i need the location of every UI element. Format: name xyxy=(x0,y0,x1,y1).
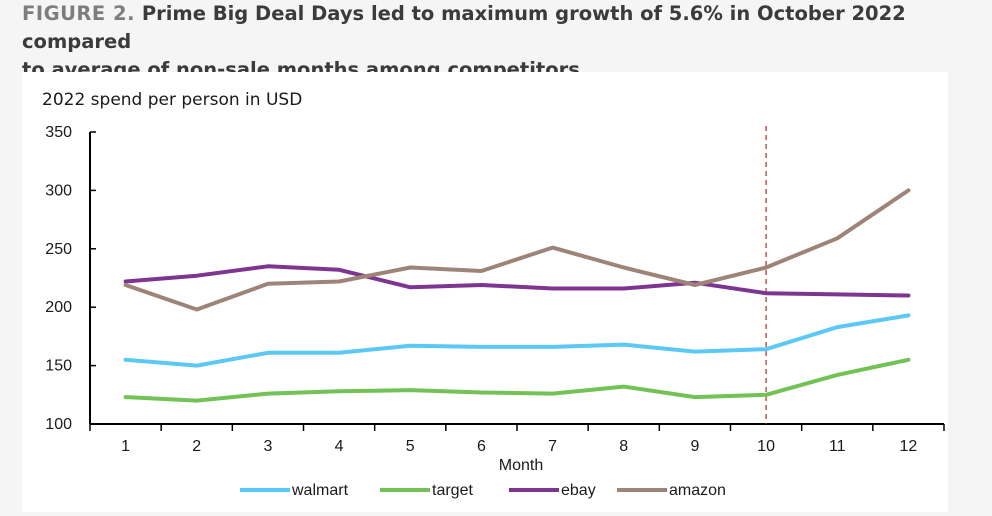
figure-label: FIGURE 2. xyxy=(22,2,136,25)
series-line-ebay xyxy=(123,264,911,298)
chart-panel: 2022 spend per person in USD 100 150 200 25… xyxy=(22,72,948,512)
x-tick-label: 8 xyxy=(619,438,628,455)
series-line-walmart xyxy=(123,313,911,368)
x-tick-label: 12 xyxy=(900,438,918,455)
x-tick-label: 7 xyxy=(548,438,557,455)
x-tick-label: 2 xyxy=(192,438,201,455)
legend-label-amazon: amazon xyxy=(669,482,726,499)
x-tick-label: 5 xyxy=(406,438,415,455)
legend-label-walmart: walmart xyxy=(291,482,349,499)
x-tick-label: 11 xyxy=(829,438,846,455)
series-line-amazon xyxy=(123,188,911,312)
y-tick-label: 200 xyxy=(45,299,72,316)
series-layer xyxy=(123,188,911,403)
x-tick-label: 9 xyxy=(690,438,699,455)
chart-title: 2022 spend per person in USD xyxy=(42,90,302,110)
y-tick-label: 350 xyxy=(45,124,72,141)
y-tick-label: 300 xyxy=(45,182,72,199)
x-tick-label: 4 xyxy=(335,438,344,455)
x-tick-label: 3 xyxy=(263,438,272,455)
figure-title-line1: Prime Big Deal Days led to maximum growt… xyxy=(22,2,906,53)
x-tick-label: 10 xyxy=(757,438,775,455)
y-tick-label: 250 xyxy=(45,241,72,258)
x-tick-label: 1 xyxy=(121,438,130,455)
y-tick-label: 150 xyxy=(45,358,72,375)
y-tick-label: 100 xyxy=(45,416,72,433)
legend-label-target: target xyxy=(432,482,473,499)
series-line-target xyxy=(123,357,911,403)
line-chart: 2022 spend per person in USD 10015020025… xyxy=(42,90,945,499)
x-tick-label: 6 xyxy=(477,438,486,455)
x-axis-label: Month xyxy=(499,457,543,474)
legend-label-ebay: ebay xyxy=(561,482,596,499)
legend: walmart target ebay amazon xyxy=(240,482,726,499)
